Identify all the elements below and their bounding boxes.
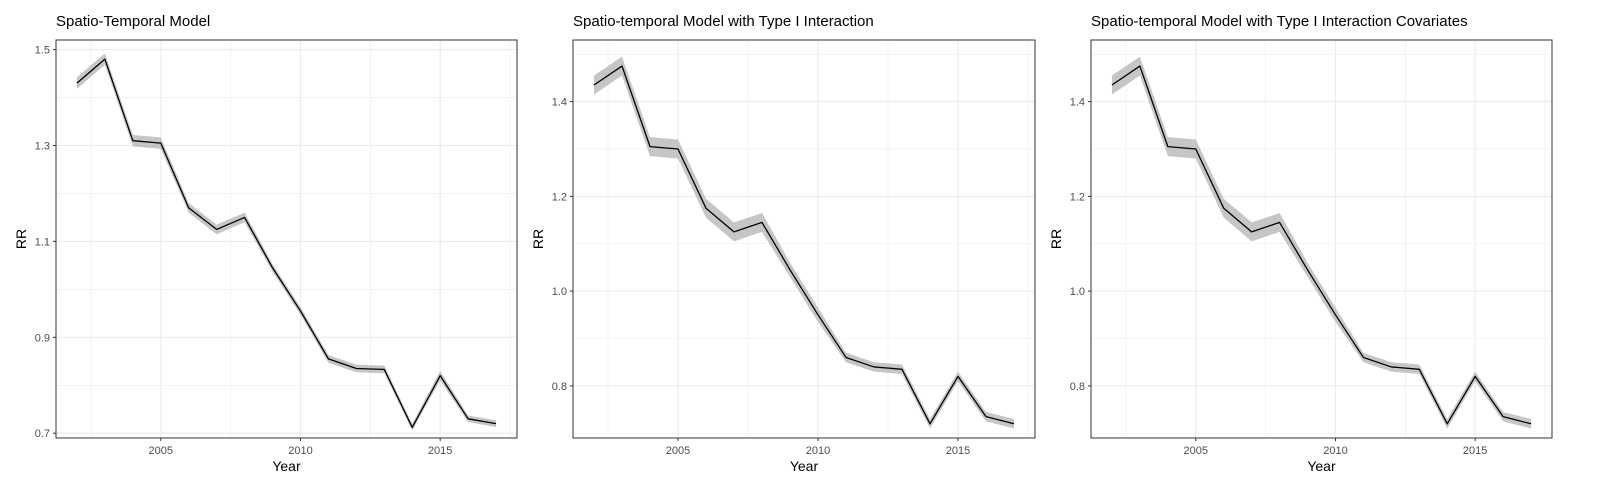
y-axis-title: RR [1048, 229, 1064, 249]
x-tick-label: 2015 [428, 445, 452, 457]
series-line [1111, 65, 1532, 425]
x-tick-label: 2010 [806, 445, 830, 457]
chart-title: Spatio-temporal Model with Type I Intera… [1091, 13, 1468, 30]
y-tick-label: 1.0 [1070, 286, 1085, 298]
x-tick-label: 2015 [946, 445, 970, 457]
x-axis-title: Year [1307, 458, 1336, 474]
y-tick-label: 0.8 [552, 381, 567, 393]
y-axis-title: RR [530, 229, 546, 249]
y-tick-label: 0.7 [35, 428, 50, 440]
chart-title: Spatio-temporal Model with Type I Intera… [573, 13, 874, 30]
x-tick-label: 2010 [1323, 445, 1347, 457]
x-axis-title: Year [790, 458, 819, 474]
y-tick-label: 1.4 [1070, 97, 1085, 109]
plot-background [573, 40, 1035, 438]
y-tick-label: 1.3 [35, 140, 50, 152]
y-tick-label: 0.9 [35, 332, 50, 344]
x-tick-label: 2015 [1463, 445, 1487, 457]
y-tick-label: 1.5 [35, 45, 50, 57]
series-line [593, 65, 1015, 425]
x-axis-title: Year [272, 458, 301, 474]
chart-panel-3: 0.8 1.0 1.2 1.4 2005 2010 2015 Spatio-temporal … [1048, 13, 1553, 474]
y-tick-label: 1.0 [552, 286, 567, 298]
y-tick-label: 0.8 [1070, 381, 1085, 393]
chart-title: Spatio-Temporal Model [56, 13, 210, 30]
y-tick-label: 1.4 [552, 97, 567, 109]
chart-panel-1: 0.7 0.9 1.1 1.3 1.5 2005 2010 2015 Spatio-Tempor… [13, 13, 518, 474]
plot-frame [55, 39, 518, 439]
x-tick-label: 2010 [288, 445, 312, 457]
y-tick-label: 1.2 [1070, 191, 1085, 203]
chart-panel-2: 0.8 1.0 1.2 1.4 2005 2010 2015 Spatio-temporal … [530, 13, 1036, 474]
x-tick-label: 2005 [666, 445, 690, 457]
y-tick-label: 1.2 [552, 191, 567, 203]
y-axis-title: RR [13, 229, 29, 249]
series-line [76, 58, 497, 429]
plot-frame [572, 39, 1036, 439]
plot-frame [1090, 39, 1553, 439]
plot-background [56, 40, 517, 438]
x-tick-label: 2005 [1184, 445, 1208, 457]
x-tick-label: 2005 [149, 445, 173, 457]
plot-background [1091, 40, 1552, 438]
y-tick-label: 1.1 [35, 236, 50, 248]
